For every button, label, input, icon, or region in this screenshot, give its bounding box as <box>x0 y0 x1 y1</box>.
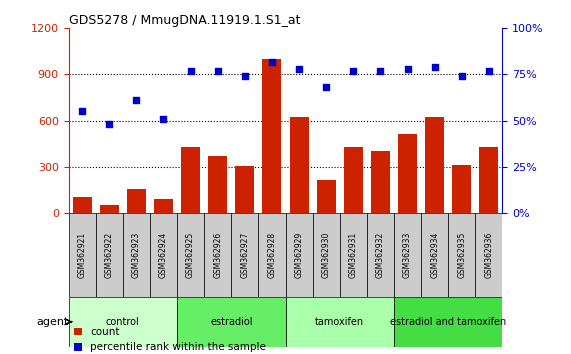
Bar <box>480 147 498 213</box>
Bar <box>263 59 282 213</box>
Bar <box>289 118 308 213</box>
Point <box>376 68 385 74</box>
Text: GSM362933: GSM362933 <box>403 232 412 278</box>
Point <box>457 73 467 79</box>
Text: estradiol: estradiol <box>210 317 252 327</box>
Bar <box>204 213 231 297</box>
Text: GSM362924: GSM362924 <box>159 232 168 278</box>
Bar <box>258 213 286 297</box>
Bar <box>177 213 204 297</box>
Text: estradiol and tamoxifen: estradiol and tamoxifen <box>390 317 506 327</box>
Bar <box>371 151 390 213</box>
Bar <box>425 118 444 213</box>
Text: GSM362925: GSM362925 <box>186 232 195 278</box>
Text: GSM362926: GSM362926 <box>213 232 222 278</box>
Bar <box>452 165 471 213</box>
Bar <box>73 198 91 213</box>
Point <box>403 66 412 72</box>
Bar <box>286 297 394 347</box>
Bar <box>208 156 227 213</box>
Point <box>321 85 331 90</box>
Bar <box>69 297 177 347</box>
Point <box>132 97 141 103</box>
Point <box>213 68 222 74</box>
Text: GSM362927: GSM362927 <box>240 232 250 278</box>
Bar <box>448 213 476 297</box>
Bar <box>177 297 286 347</box>
Bar <box>344 147 363 213</box>
Text: GSM362922: GSM362922 <box>104 232 114 278</box>
Bar <box>96 213 123 297</box>
Bar <box>100 205 119 213</box>
Bar <box>398 135 417 213</box>
Bar <box>367 213 394 297</box>
Bar <box>286 213 313 297</box>
Point <box>104 121 114 127</box>
Bar <box>150 213 177 297</box>
Text: tamoxifen: tamoxifen <box>315 317 364 327</box>
Point <box>240 73 250 79</box>
Text: GSM362934: GSM362934 <box>430 232 439 278</box>
Text: GSM362929: GSM362929 <box>295 232 304 278</box>
Bar <box>394 213 421 297</box>
Text: control: control <box>106 317 140 327</box>
Bar <box>231 213 258 297</box>
Point <box>349 68 358 74</box>
Legend: count, percentile rank within the sample: count, percentile rank within the sample <box>74 327 266 352</box>
Text: GSM362936: GSM362936 <box>484 232 493 278</box>
Bar <box>313 213 340 297</box>
Point <box>430 64 439 70</box>
Point <box>159 116 168 121</box>
Bar <box>154 199 173 213</box>
Bar <box>340 213 367 297</box>
Text: GSM362930: GSM362930 <box>321 232 331 278</box>
Text: GSM362932: GSM362932 <box>376 232 385 278</box>
Bar <box>475 213 502 297</box>
Bar <box>317 180 336 213</box>
Bar <box>69 213 96 297</box>
Bar <box>235 166 254 213</box>
Bar <box>181 147 200 213</box>
Text: GSM362931: GSM362931 <box>349 232 358 278</box>
Point <box>186 68 195 74</box>
Bar <box>394 297 502 347</box>
Text: GSM362923: GSM362923 <box>132 232 141 278</box>
Point <box>267 59 276 64</box>
Bar <box>127 189 146 213</box>
Text: GSM362921: GSM362921 <box>78 232 87 278</box>
Text: agent: agent <box>36 317 69 327</box>
Point <box>295 66 304 72</box>
Point <box>484 68 493 74</box>
Point <box>78 108 87 114</box>
Text: GDS5278 / MmugDNA.11919.1.S1_at: GDS5278 / MmugDNA.11919.1.S1_at <box>69 14 300 27</box>
Text: GSM362928: GSM362928 <box>267 232 276 278</box>
Text: GSM362935: GSM362935 <box>457 232 467 278</box>
Bar <box>421 213 448 297</box>
Bar <box>123 213 150 297</box>
